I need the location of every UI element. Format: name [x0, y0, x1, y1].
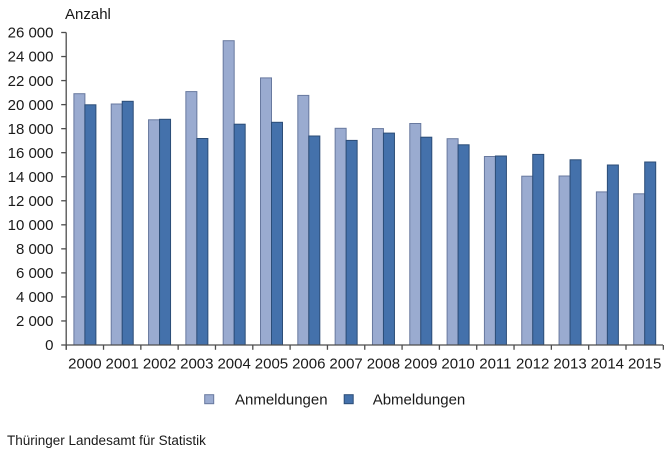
svg-text:2014: 2014: [591, 356, 624, 373]
svg-text:Abmeldungen: Abmeldungen: [373, 391, 466, 408]
svg-text:2013: 2013: [553, 356, 586, 373]
svg-text:2009: 2009: [404, 356, 437, 373]
svg-text:0: 0: [45, 337, 53, 354]
svg-text:20 000: 20 000: [8, 97, 54, 114]
svg-text:2008: 2008: [367, 356, 400, 373]
svg-text:24 000: 24 000: [8, 49, 54, 66]
svg-text:2001: 2001: [105, 356, 138, 373]
svg-text:14 000: 14 000: [8, 169, 54, 186]
svg-text:8 000: 8 000: [16, 241, 54, 258]
svg-text:2015: 2015: [628, 356, 661, 373]
svg-text:26 000: 26 000: [8, 25, 54, 42]
svg-text:2004: 2004: [217, 356, 250, 373]
svg-text:2003: 2003: [180, 356, 213, 373]
svg-text:Thüringer Landesamt für Statis: Thüringer Landesamt für Statistik: [7, 433, 206, 448]
svg-text:2006: 2006: [292, 356, 325, 373]
svg-text:2002: 2002: [143, 356, 176, 373]
svg-text:4 000: 4 000: [16, 289, 54, 306]
svg-text:2007: 2007: [329, 356, 362, 373]
svg-text:2000: 2000: [68, 356, 101, 373]
svg-text:2 000: 2 000: [16, 313, 54, 330]
svg-text:2011: 2011: [479, 356, 511, 373]
svg-text:22 000: 22 000: [8, 73, 54, 90]
svg-text:2010: 2010: [441, 356, 474, 373]
svg-text:6 000: 6 000: [16, 265, 54, 282]
svg-text:12 000: 12 000: [8, 193, 54, 210]
svg-text:Anmeldungen: Anmeldungen: [235, 391, 328, 408]
svg-text:Anzahl: Anzahl: [65, 6, 111, 23]
svg-text:2012: 2012: [516, 356, 549, 373]
svg-text:2005: 2005: [255, 356, 288, 373]
svg-text:16 000: 16 000: [8, 145, 54, 162]
svg-text:18 000: 18 000: [8, 121, 54, 138]
svg-text:10 000: 10 000: [8, 217, 54, 234]
